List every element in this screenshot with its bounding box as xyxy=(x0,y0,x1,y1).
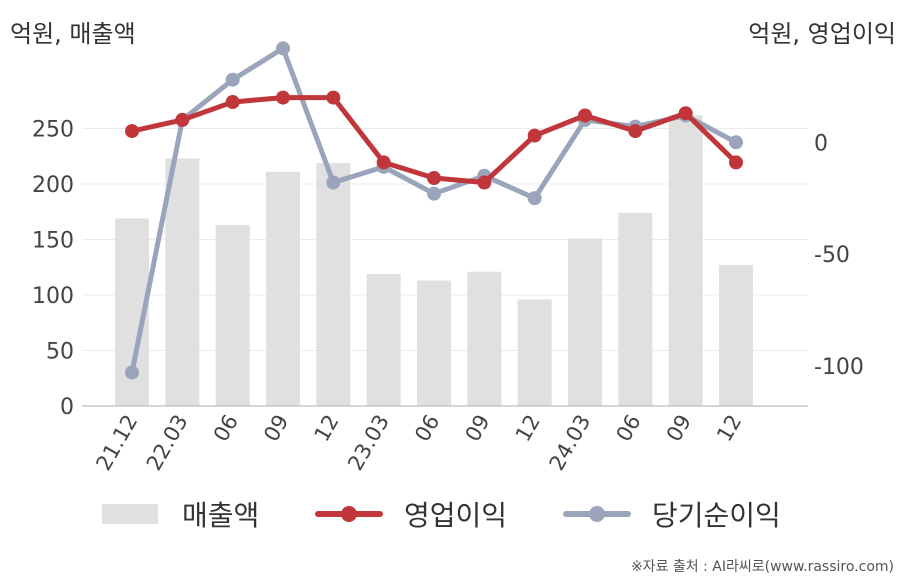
bar xyxy=(467,271,502,406)
right-tick-label: 0 xyxy=(814,131,828,156)
data-point xyxy=(628,124,643,139)
x-tick-label: 12 xyxy=(511,411,545,446)
bar xyxy=(568,238,602,406)
line-series xyxy=(125,41,743,380)
left-tick-label: 150 xyxy=(32,229,74,254)
data-point xyxy=(527,128,542,143)
bar xyxy=(668,115,703,407)
x-tick-label: 23.03 xyxy=(343,411,394,475)
x-tick-label: 06 xyxy=(410,411,444,446)
data-point xyxy=(729,155,743,170)
legend-marker xyxy=(589,506,605,522)
right-tick-label: -50 xyxy=(814,243,850,268)
bar xyxy=(618,212,653,406)
left-tick-label: 0 xyxy=(60,395,74,420)
bar xyxy=(517,299,552,406)
left-tick-label: 50 xyxy=(46,340,74,365)
x-tick-label: 21.12 xyxy=(91,411,142,475)
left-tick-label: 200 xyxy=(32,173,74,198)
data-point xyxy=(477,175,492,190)
legend-marker xyxy=(341,506,357,522)
legend: 매출액 영업이익 당기순이익 xyxy=(102,499,781,532)
bar xyxy=(215,225,250,406)
bar-series xyxy=(115,115,753,407)
data-point xyxy=(225,72,240,87)
data-point xyxy=(125,124,139,139)
data-point xyxy=(729,135,743,150)
data-point xyxy=(527,191,542,206)
data-point xyxy=(678,106,693,121)
legend-swatch xyxy=(102,504,158,524)
left-axis-unit: 억원, 매출액 xyxy=(10,20,136,48)
data-point xyxy=(427,186,441,201)
right-tick-label: -100 xyxy=(814,355,864,380)
data-point xyxy=(578,108,592,123)
bar xyxy=(417,280,451,406)
x-tick-label: 06 xyxy=(612,411,646,446)
x-tick-label: 12 xyxy=(712,411,746,446)
legend-label: 매출액 xyxy=(182,499,259,532)
x-tick-label: 22.03 xyxy=(142,411,193,475)
x-tick-label: 09 xyxy=(259,411,293,446)
bar xyxy=(719,265,753,406)
series-line xyxy=(129,95,739,186)
data-point xyxy=(427,171,441,186)
data-point xyxy=(175,112,190,127)
bar xyxy=(165,158,200,406)
x-tick-label: 09 xyxy=(662,411,696,446)
x-tick-label: 06 xyxy=(209,411,243,446)
x-tick-label: 09 xyxy=(461,411,495,446)
source-note: ※자료 출처 : AI라씨로(www.rassiro.com) xyxy=(630,559,894,575)
data-point xyxy=(276,90,290,105)
legend-label: 영업이익 xyxy=(404,499,507,532)
data-point xyxy=(276,41,290,56)
data-point xyxy=(326,175,341,190)
bar xyxy=(316,162,351,406)
left-tick-label: 100 xyxy=(32,284,74,309)
left-tick-label: 250 xyxy=(32,118,74,143)
legend-label: 당기순이익 xyxy=(652,499,781,532)
bar xyxy=(266,171,300,406)
data-point xyxy=(376,155,391,170)
x-tick-label: 24.03 xyxy=(544,411,595,475)
x-tick-label: 12 xyxy=(310,411,344,446)
data-point xyxy=(125,365,139,380)
data-point xyxy=(225,95,240,110)
bar xyxy=(366,273,401,406)
data-point xyxy=(326,90,341,105)
right-axis-unit: 억원, 영업이익 xyxy=(748,20,896,48)
